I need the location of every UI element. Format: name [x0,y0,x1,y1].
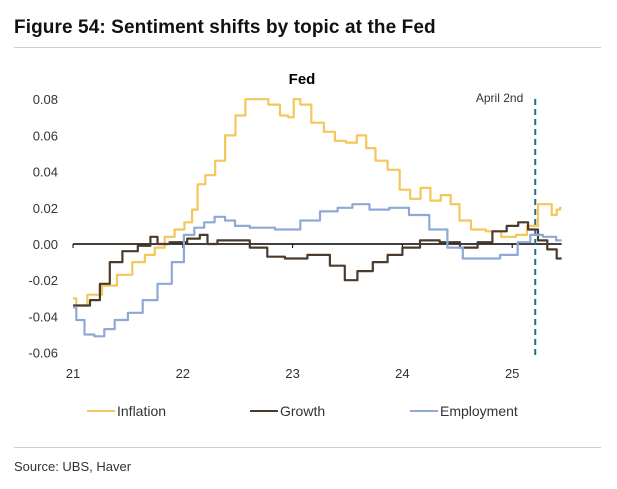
legend: Inflation Growth Employment [87,403,518,419]
y-tick-label: 0.00 [33,237,58,252]
chart: Fed 0.080.060.040.020.00-0.02-0.04-0.06 … [28,71,562,419]
legend-label-inflation: Inflation [117,403,166,419]
series-layer [73,98,562,338]
y-tick-label: 0.02 [33,201,58,216]
x-tick-label: 21 [66,366,80,381]
chart-title: Fed [289,71,316,88]
y-tick-label: -0.06 [28,346,58,361]
series-line-growth [73,221,562,307]
y-tick-label: -0.04 [28,309,58,324]
y-tick-label: 0.08 [33,92,58,107]
annotation-layer: April 2nd [476,91,537,357]
y-tick-label: 0.06 [33,128,58,143]
x-tick-label: 25 [505,366,519,381]
y-axis: 0.08 0.06 0.04 0.02 0.00 -0.02 -0.04 -0.06 [28,92,58,360]
series-line-inflation [73,98,562,307]
x-tick-label: 22 [176,366,190,381]
legend-label-growth: Growth [280,403,325,419]
x-axis: 21 22 23 24 25 [66,243,562,381]
y-tick-label: -0.02 [28,273,58,288]
x-tick-label: 24 [395,366,409,381]
x-tick-label: 23 [285,366,299,381]
y-tick-label: 0.04 [33,165,58,180]
series-line-employment [73,203,562,338]
legend-label-employment: Employment [440,403,518,419]
source-note: Source: UBS, Haver [14,459,132,474]
figure-title: Figure 54: Sentiment shifts by topic at … [14,17,436,38]
april-2nd-label: April 2nd [476,91,523,105]
top-divider [14,47,601,48]
bottom-divider [14,447,601,448]
